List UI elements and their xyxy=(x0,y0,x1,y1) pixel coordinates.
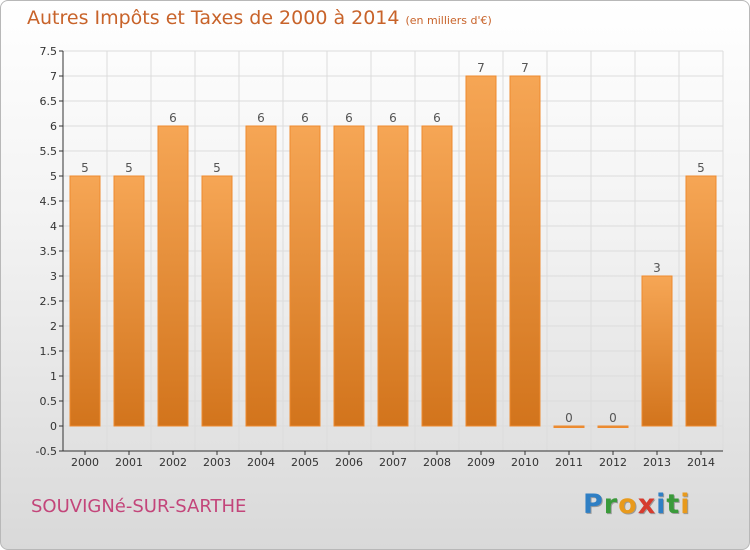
bar-2005 xyxy=(289,125,321,427)
data-label: 0 xyxy=(609,411,617,425)
y-tick-label: 1.5 xyxy=(40,345,58,358)
bar-2013 xyxy=(641,275,673,427)
x-tick-label: 2005 xyxy=(291,456,319,469)
data-label: 3 xyxy=(653,261,661,275)
data-label: 5 xyxy=(81,161,89,175)
bars xyxy=(69,75,717,428)
logo-letter: x xyxy=(637,489,657,520)
y-tick-label: 2.5 xyxy=(40,295,58,308)
data-label: 7 xyxy=(477,61,485,75)
logo-letter: o xyxy=(618,489,638,520)
y-tick-label: 5.5 xyxy=(40,145,58,158)
x-tick-label: 2003 xyxy=(203,456,231,469)
x-tick-label: 2008 xyxy=(423,456,451,469)
y-tick-label: 0 xyxy=(50,420,57,433)
x-tick-label: 2009 xyxy=(467,456,495,469)
data-label: 5 xyxy=(697,161,705,175)
bar-2000 xyxy=(69,175,101,427)
bar-2003 xyxy=(201,175,233,427)
x-tick-label: 2010 xyxy=(511,456,539,469)
bar-2010 xyxy=(509,75,541,427)
data-label: 6 xyxy=(389,111,397,125)
y-tick-label: 5 xyxy=(50,170,57,183)
y-tick-label: 7.5 xyxy=(40,45,58,58)
data-label: 6 xyxy=(433,111,441,125)
logo-letter: i xyxy=(656,489,667,520)
bar-2011 xyxy=(553,425,585,428)
x-tick-label: 2002 xyxy=(159,456,187,469)
y-tick-label: 4 xyxy=(50,220,57,233)
y-tick-label: 4.5 xyxy=(40,195,58,208)
data-label: 6 xyxy=(257,111,265,125)
logo-letter: P xyxy=(583,489,604,520)
data-label: 5 xyxy=(213,161,221,175)
bar-2002 xyxy=(157,125,189,427)
chart-unit: (en milliers d'€) xyxy=(405,14,492,27)
x-tick-label: 2013 xyxy=(643,456,671,469)
y-tick-label: 6 xyxy=(50,120,57,133)
bar-2012 xyxy=(597,425,629,428)
y-tick-label: 1 xyxy=(50,370,57,383)
y-tick-label: 2 xyxy=(50,320,57,333)
data-label: 0 xyxy=(565,411,573,425)
data-label: 5 xyxy=(125,161,133,175)
logo-letter: r xyxy=(603,489,619,520)
logo-letter: i xyxy=(680,489,691,520)
bar-2007 xyxy=(377,125,409,427)
y-tick-label: 3 xyxy=(50,270,57,283)
bar-2006 xyxy=(333,125,365,427)
chart-title: Autres Impôts et Taxes de 2000 à 2014 (en… xyxy=(27,7,492,29)
y-tick-label: 7 xyxy=(50,70,57,83)
city-name: SOUVIGNé-SUR-SARTHE xyxy=(31,496,247,517)
chart-title-text: Autres Impôts et Taxes de 2000 à 2014 xyxy=(27,7,400,29)
x-tick-label: 2007 xyxy=(379,456,407,469)
x-tick-label: 2000 xyxy=(71,456,99,469)
data-label: 7 xyxy=(521,61,529,75)
y-tick-label: -0.5 xyxy=(36,445,57,458)
axes: -0.5 0 0.5 1 1.5 2 2.5 3 3.5 4 4.5 5 5.5 6 6.5 7 7.5 2000… xyxy=(36,45,723,469)
bar-2014 xyxy=(685,175,717,427)
x-tick-label: 2012 xyxy=(599,456,627,469)
x-tick-label: 2004 xyxy=(247,456,275,469)
bar-2008 xyxy=(421,125,453,427)
data-label: 6 xyxy=(301,111,309,125)
logo-letter: t xyxy=(666,489,681,520)
bar-2004 xyxy=(245,125,277,427)
data-label: 6 xyxy=(169,111,177,125)
y-tick-label: 3.5 xyxy=(40,245,58,258)
proxiti-logo: Proxiti xyxy=(583,489,691,520)
x-tick-label: 2014 xyxy=(687,456,715,469)
data-label: 6 xyxy=(345,111,353,125)
y-tick-label: 6.5 xyxy=(40,95,58,108)
x-tick-label: 2001 xyxy=(115,456,143,469)
data-labels: 5 5 6 5 6 6 6 6 6 7 7 0 0 3 5 xyxy=(81,61,705,425)
x-tick-label: 2011 xyxy=(555,456,583,469)
x-tick-label: 2006 xyxy=(335,456,363,469)
y-tick-label: 0.5 xyxy=(40,395,58,408)
bar-2009 xyxy=(465,75,497,427)
bar-2001 xyxy=(113,175,145,427)
